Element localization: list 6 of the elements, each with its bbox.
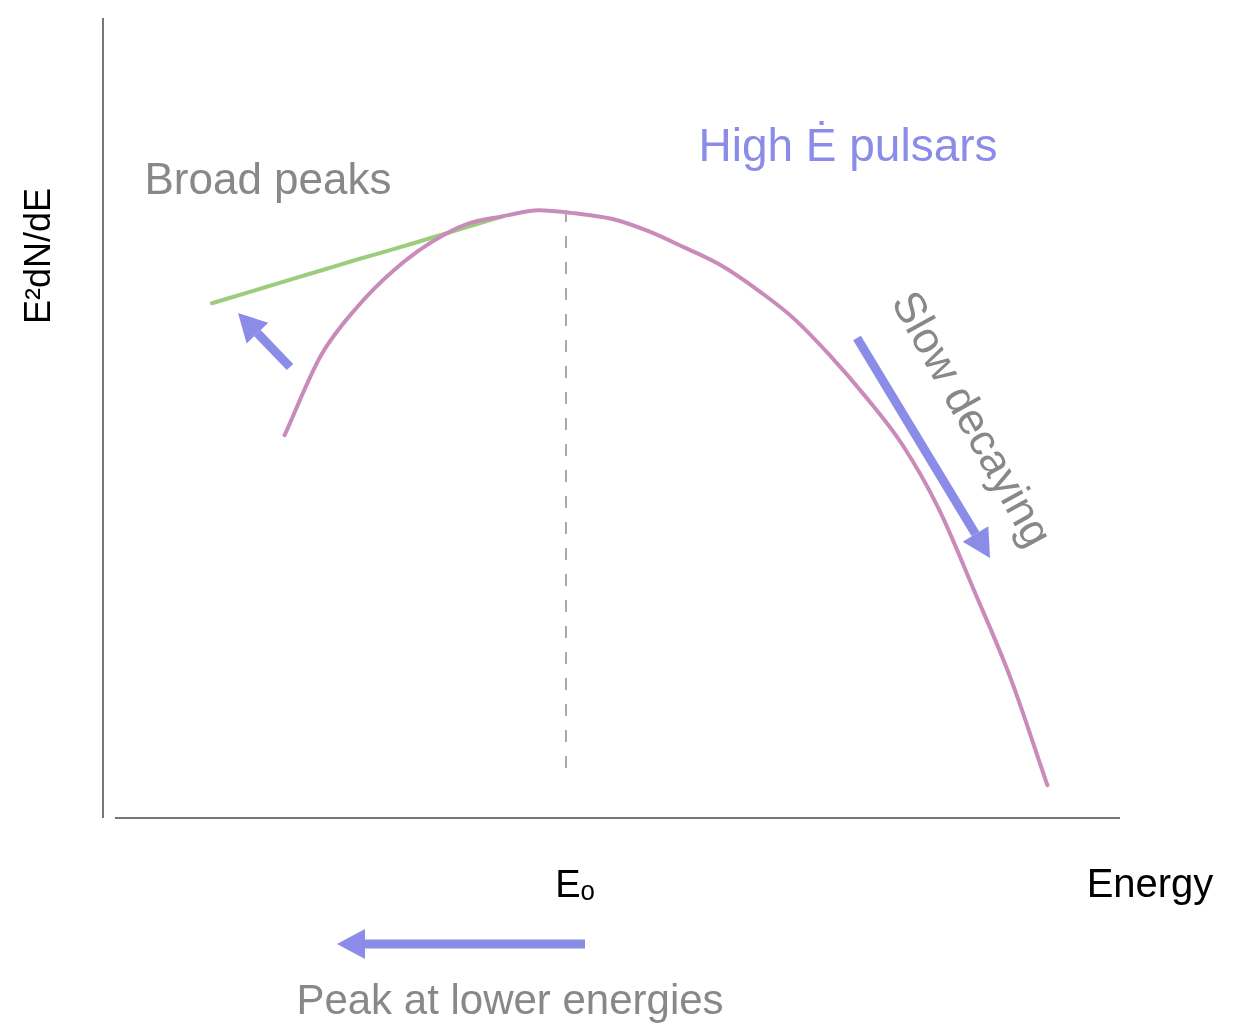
x-axis-title: Energy <box>1086 861 1214 906</box>
y-axis-title: E²dN/dE <box>16 187 58 325</box>
text: Broad peaks <box>144 154 392 204</box>
text: High Ė pulsars <box>698 118 998 171</box>
text: Peak at lower energies <box>296 975 724 1023</box>
text: Eₒ <box>555 863 595 906</box>
